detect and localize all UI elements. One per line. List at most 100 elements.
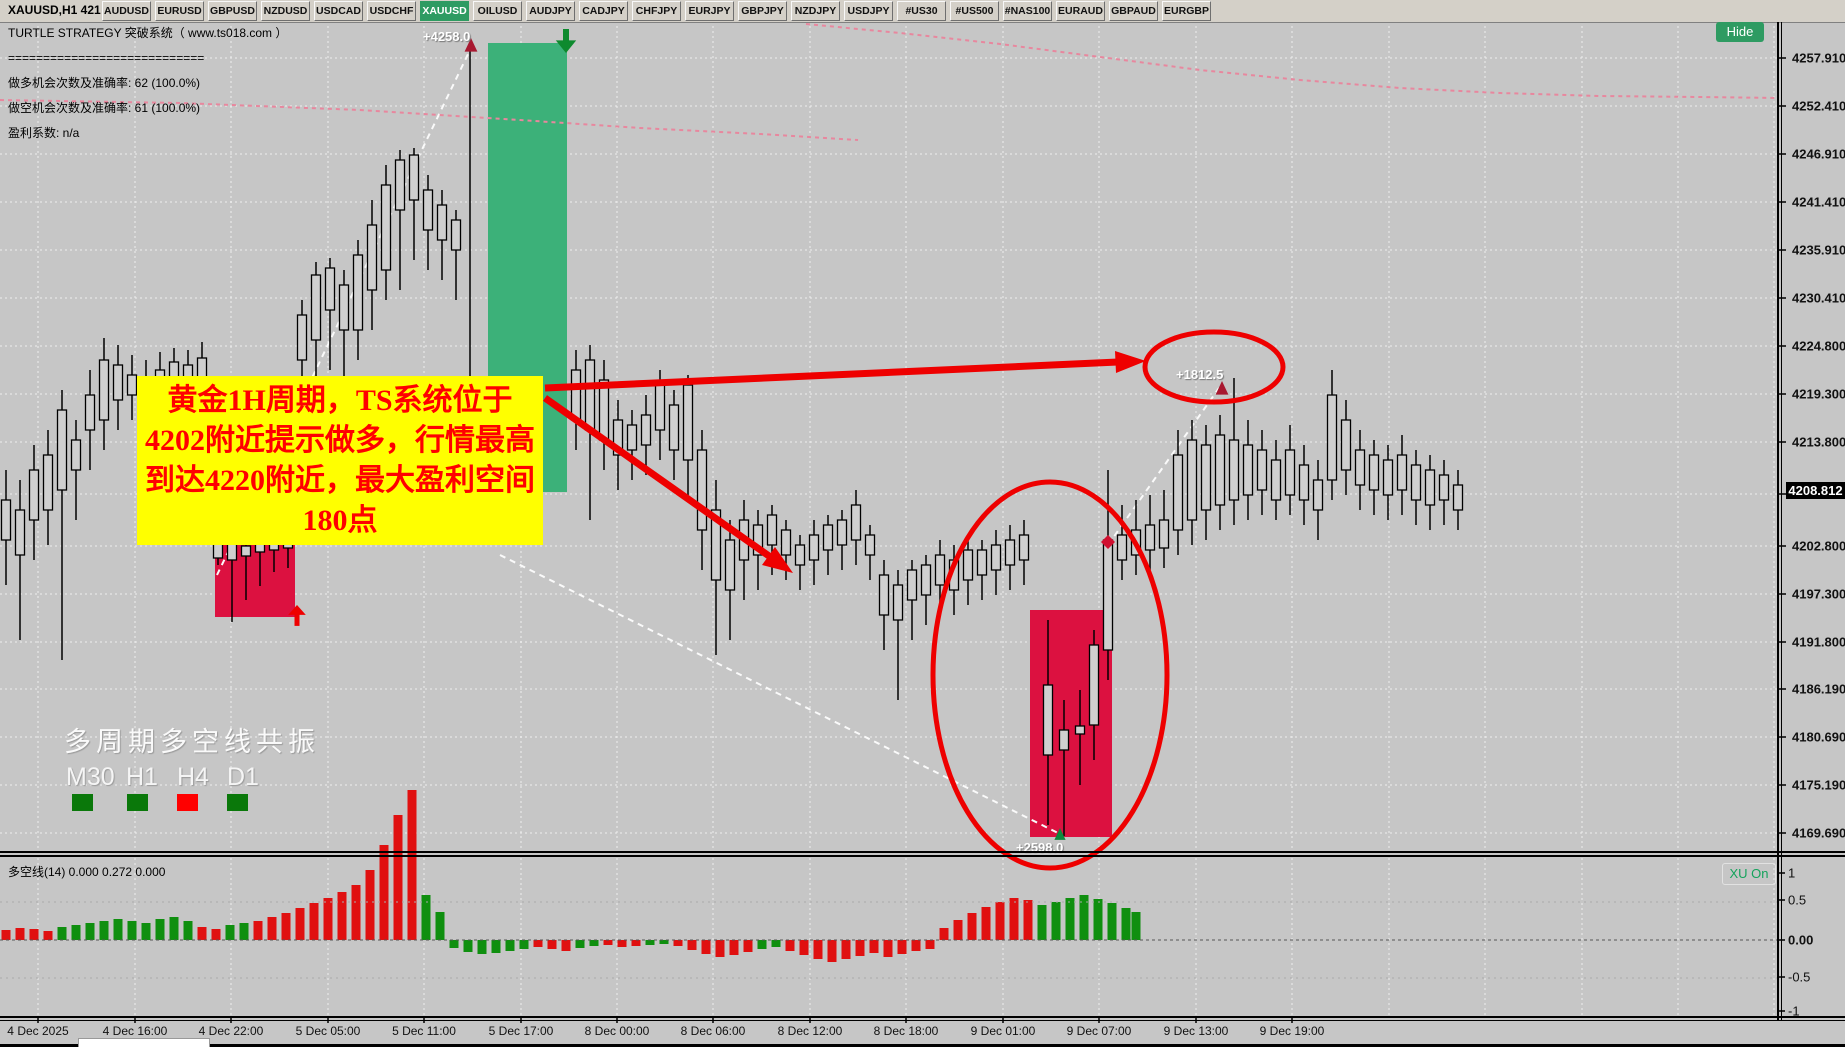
chart-indicator-divider2 (0, 855, 1845, 857)
histogram-bar (239, 923, 249, 940)
histogram-bar (995, 902, 1005, 940)
histogram-bar (1037, 905, 1047, 940)
tab-nzdjpy[interactable]: NZDJPY (791, 1, 840, 21)
candle-body (1284, 449, 1296, 496)
histogram-bar (15, 928, 25, 940)
strategy-info-block: TURTLE STRATEGY 突破系统（ www.ts018.com ） ==… (8, 27, 287, 140)
tab-usdjpy[interactable]: USDJPY (844, 1, 893, 21)
tab-us30[interactable]: #US30 (897, 1, 946, 21)
price-axis-label: 4235.910 (1792, 242, 1845, 258)
candle-body (98, 359, 110, 421)
candle-body (640, 414, 652, 446)
hide-button[interactable]: Hide (1716, 22, 1764, 42)
tab-oilusd[interactable]: OILUSD (473, 1, 522, 21)
histogram-bar (477, 940, 487, 954)
candle-body (668, 404, 680, 451)
histogram-bar (365, 870, 375, 940)
candle-body (338, 284, 350, 331)
time-axis-label: 9 Dec 01:00 (970, 1024, 1036, 1038)
annotation-note: 黄金1H周期，TS系统位于 4202附近提示做多，行情最高 到达4220附近，最… (137, 376, 543, 545)
tab-eurusd[interactable]: EURUSD (155, 1, 204, 21)
indicator-axis-label: -1 (1788, 1003, 1800, 1019)
candle-body (808, 534, 820, 561)
histogram-bar (869, 940, 879, 953)
candle-body (352, 254, 364, 331)
candle-body (626, 424, 638, 451)
candle-body (28, 469, 40, 521)
candle-body (1256, 449, 1268, 491)
histogram-bar (645, 940, 655, 945)
tab-audjpy[interactable]: AUDJPY (526, 1, 575, 21)
candle-body (436, 204, 448, 241)
histogram-bar (211, 929, 221, 940)
candle-body (394, 159, 406, 211)
candle-body (976, 549, 988, 576)
status-bar-field (78, 1038, 210, 1047)
tab-cadjpy[interactable]: CADJPY (579, 1, 628, 21)
histogram-bar (183, 921, 193, 940)
mtf-period-h1: H1 (126, 763, 158, 791)
candle-body (1018, 534, 1030, 561)
strategy-title: TURTLE STRATEGY 突破系统（ www.ts018.com ） (8, 26, 288, 40)
mtf-period-d1: D1 (227, 763, 259, 791)
histogram-bar (897, 940, 907, 954)
tab-eurgbp[interactable]: EURGBP (1162, 1, 1211, 21)
annotation-line: 到达4220附近，最大盈利空间 (145, 464, 535, 497)
candle-body (696, 449, 708, 531)
symbol-tab-bar: XAUUSD,H1 421 AUDUSD EURUSD GBPUSD NZDUSD US… (0, 0, 1845, 22)
histogram-bar (169, 917, 179, 940)
tab-us500[interactable]: #US500 (950, 1, 999, 21)
price-axis-label: 4175.190 (1792, 777, 1845, 793)
xu-toggle-button[interactable]: XU On (1722, 863, 1776, 885)
histogram-bar (113, 919, 123, 940)
tab-gbpaud[interactable]: GBPAUD (1109, 1, 1158, 21)
candle-body (598, 379, 610, 441)
tab-nas100[interactable]: #NAS100 (1003, 1, 1052, 21)
strategy-profit-factor: 盈利系数: n/a (8, 126, 80, 140)
red-arrow-head (762, 547, 793, 573)
tab-usdcad[interactable]: USDCAD (314, 1, 363, 21)
histogram-bar (337, 892, 347, 940)
tab-usdchf[interactable]: USDCHF (367, 1, 416, 21)
candle-body (1172, 454, 1184, 531)
mtf-state-square-h4 (177, 794, 198, 811)
ma-dotted-line (0, 99, 859, 141)
price-axis-label: 4180.690 (1792, 729, 1845, 745)
histogram-bar (127, 921, 137, 940)
arrow-down-icon (563, 29, 569, 43)
histogram-bar (687, 940, 697, 950)
tab-gbpusd[interactable]: GBPUSD (208, 1, 257, 21)
price-axis-label: 4186.190 (1792, 681, 1845, 697)
annotation-box (137, 376, 543, 545)
tab-eurjpy[interactable]: EURJPY (685, 1, 734, 21)
price-axis-label: 4169.690 (1792, 825, 1845, 841)
time-axis-label: 9 Dec 13:00 (1163, 1024, 1229, 1038)
candle-body (56, 409, 68, 491)
histogram-bar (771, 940, 781, 947)
candle-body (310, 274, 322, 341)
trendline (499, 554, 1059, 834)
tab-chfjpy[interactable]: CHFJPY (632, 1, 681, 21)
candle-body (682, 384, 694, 461)
candle-body (1058, 729, 1070, 751)
histogram-bar (827, 940, 837, 962)
candle-body (724, 539, 736, 591)
tab-audusd[interactable]: AUDUSD (102, 1, 151, 21)
histogram-bar (295, 908, 305, 940)
candle-body (1438, 474, 1450, 501)
histogram-bar (99, 921, 109, 940)
price-axis-divider2 (1781, 22, 1782, 1020)
tab-gbpjpy[interactable]: GBPJPY (738, 1, 787, 21)
price-axis-label: 4257.910 (1792, 50, 1845, 66)
candle-body (1074, 725, 1086, 735)
chart-indicator-divider[interactable] (0, 851, 1845, 853)
candle-body (752, 524, 764, 556)
candle-body (1088, 644, 1100, 726)
histogram-bar (1023, 900, 1033, 940)
tab-euraud[interactable]: EURAUD (1056, 1, 1105, 21)
tab-nzdusd[interactable]: NZDUSD (261, 1, 310, 21)
candle-body (1214, 434, 1226, 506)
tab-xauusd[interactable]: XAUUSD (420, 1, 469, 21)
histogram-bar (141, 923, 151, 940)
